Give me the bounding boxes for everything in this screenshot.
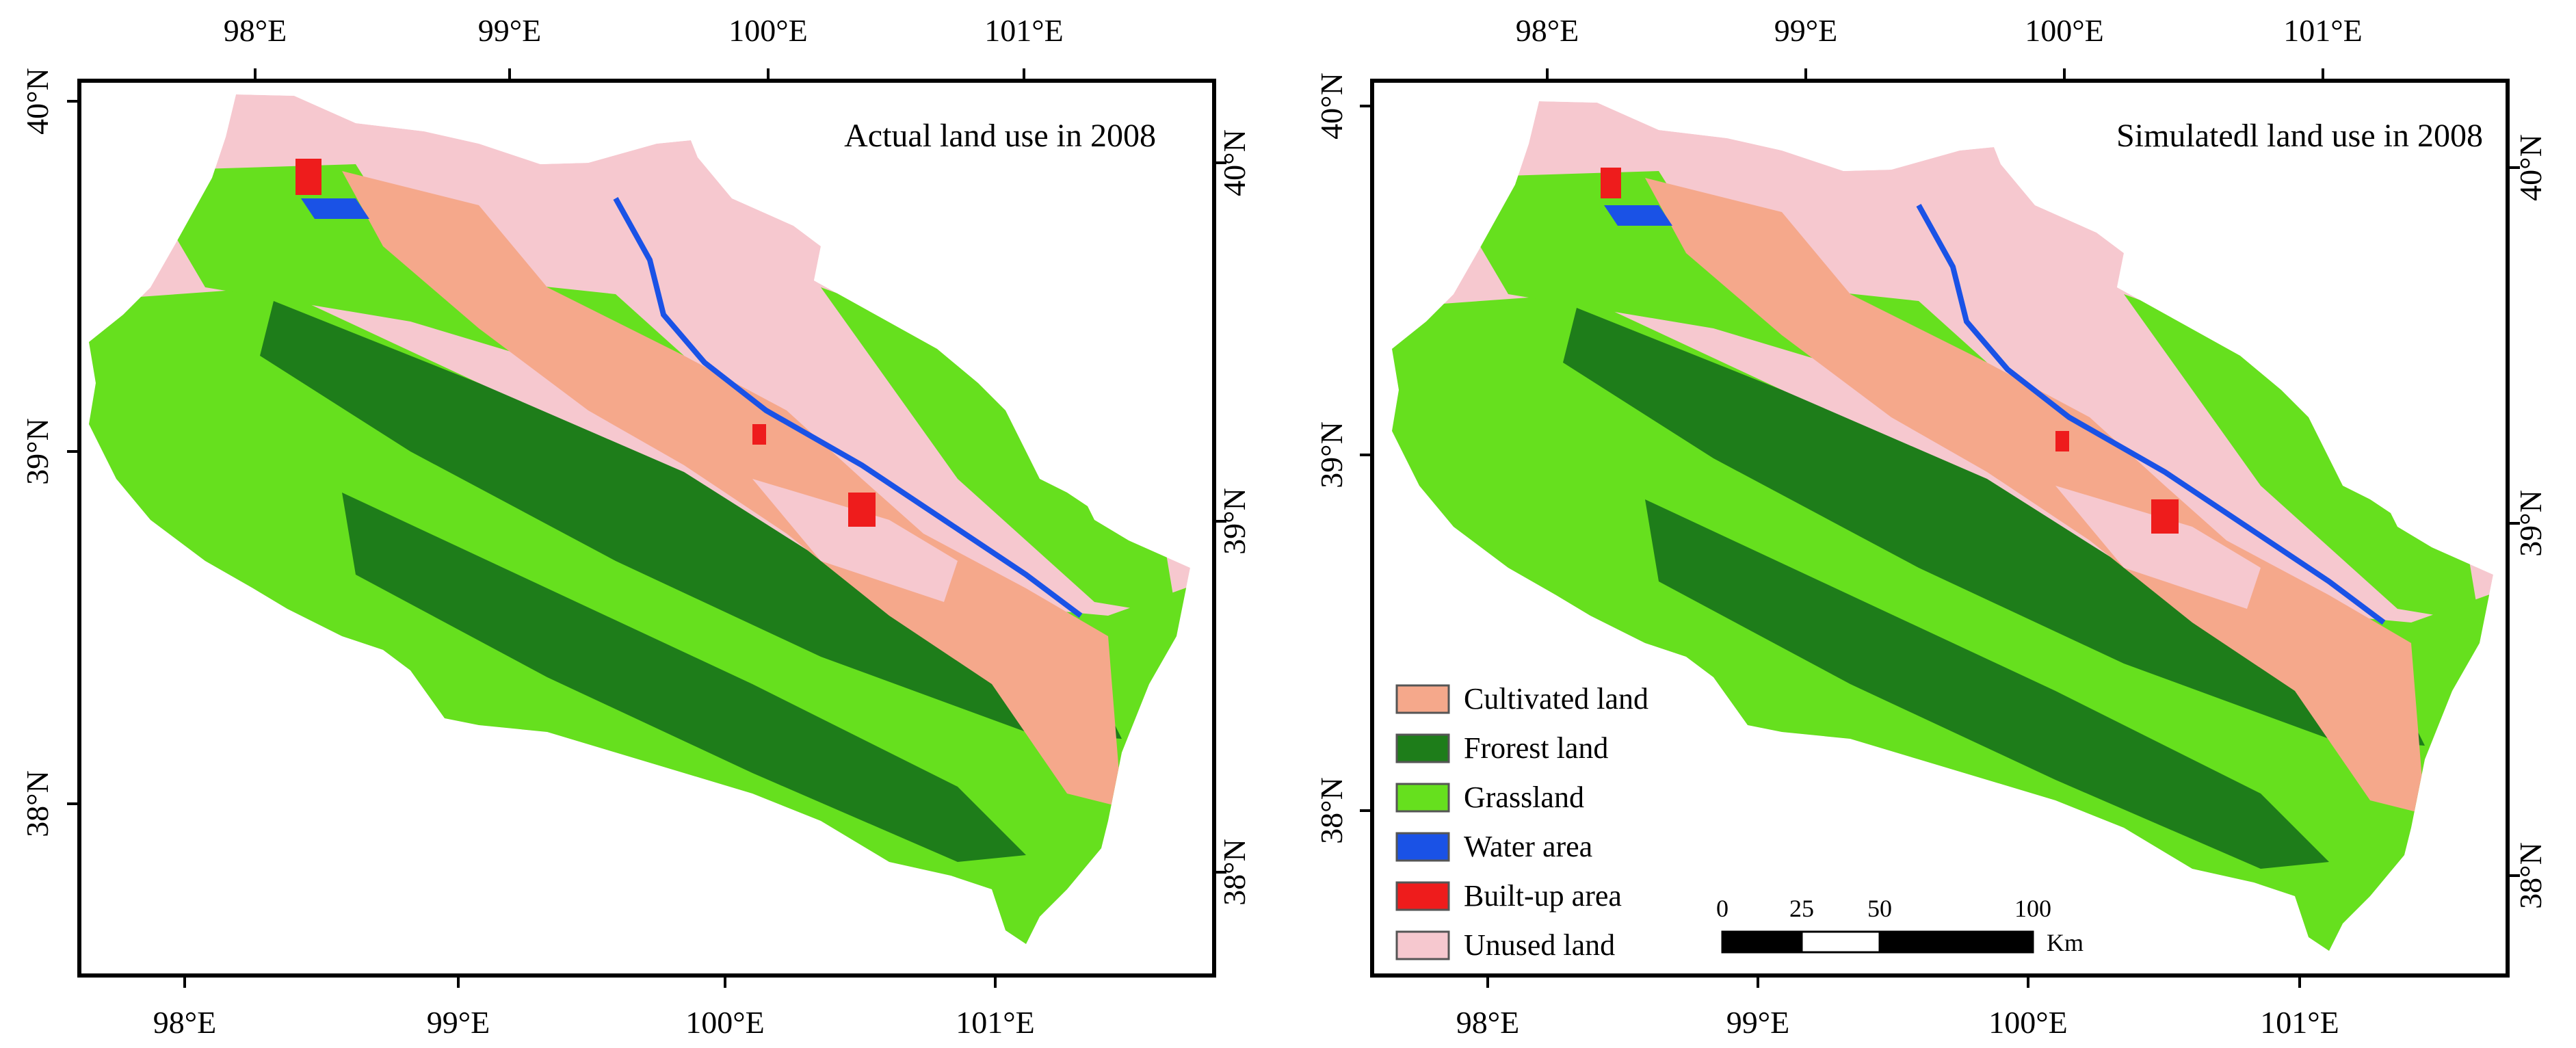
map-ticks — [1360, 68, 2520, 988]
legend-swatch-cultivated — [1395, 684, 1450, 714]
legend-swatch-builtup — [1395, 881, 1450, 911]
scale-tick-100: 100 — [2014, 895, 2051, 922]
lon-label-top-99: 99°E — [478, 13, 542, 48]
lon-label-top-101: 101°E — [2283, 13, 2363, 48]
legend-label-cultivated: Cultivated land — [1464, 682, 1648, 716]
map-panel-simulated: Simulatedl land use in 2008 98°E 99°E 10… — [1314, 13, 2548, 1040]
builtup-patch-3 — [2055, 431, 2069, 451]
scale-tick-50: 50 — [1867, 895, 1892, 922]
builtup-patch-1 — [1601, 168, 1621, 198]
lat-label-left-40: 40°N — [1314, 73, 1349, 140]
lat-label-left-40: 40°N — [20, 68, 55, 135]
cultivated-region — [1645, 178, 2425, 814]
lon-label-top-98: 98°E — [224, 13, 287, 48]
lon-label-bottom-101: 101°E — [956, 1005, 1035, 1040]
grassland-east — [821, 287, 1177, 616]
lon-label-top-100: 100°E — [728, 13, 808, 48]
lat-label-left-39: 39°N — [1314, 421, 1349, 488]
forest-belt-1 — [1563, 308, 2425, 746]
lat-label-left-38: 38°N — [20, 770, 55, 837]
lat-label-left-38: 38°N — [1314, 777, 1349, 844]
map-panel-actual: Actual land use in 2008 98°E 99°E 100°E … — [20, 13, 1252, 1040]
scale-segment-2 — [1800, 930, 1881, 954]
forest-belt-2 — [342, 493, 1026, 862]
map-title: Actual land use in 2008 — [844, 118, 1156, 154]
lon-label-bottom-101: 101°E — [2260, 1005, 2339, 1040]
map-ticks — [67, 68, 1226, 988]
lon-label-bottom-99: 99°E — [427, 1005, 490, 1040]
builtup-patch-3 — [752, 424, 766, 445]
lon-label-bottom-98: 98°E — [153, 1005, 217, 1040]
lat-label-left-39: 39°N — [20, 418, 55, 485]
lon-label-bottom-98: 98°E — [1456, 1005, 1520, 1040]
legend-swatch-unused — [1395, 930, 1450, 960]
water-lake — [301, 198, 369, 219]
lon-label-top-99: 99°E — [1774, 13, 1838, 48]
lat-label-right-40: 40°N — [1217, 129, 1252, 196]
lon-label-top-98: 98°E — [1516, 13, 1579, 48]
scale-bar: 0 25 50 100 Km — [1716, 895, 2084, 956]
legend-label-unused: Unused land — [1464, 928, 1615, 962]
legend-swatch-water — [1395, 832, 1450, 862]
water-river — [1916, 204, 2386, 625]
legend-label-grassland: Grassland — [1464, 781, 1584, 814]
lat-label-right-39: 39°N — [2513, 490, 2548, 557]
builtup-patch-1 — [295, 159, 321, 195]
unused-patch — [2055, 486, 2261, 609]
builtup-patch-2 — [848, 493, 876, 527]
legend-label-builtup: Built-up area — [1464, 879, 1622, 913]
unused-patch — [752, 479, 958, 602]
lon-label-top-101: 101°E — [984, 13, 1064, 48]
legend: Cultivated land Frorest land Grassland Wate… — [1395, 682, 1648, 962]
lat-label-right-40: 40°N — [2513, 134, 2548, 201]
lat-label-right-39: 39°N — [1217, 488, 1252, 555]
cultivated-region — [342, 171, 1122, 807]
scale-segment-1 — [1721, 930, 1803, 954]
water-river — [613, 197, 1083, 618]
scale-tick-0: 0 — [1716, 895, 1729, 922]
forest-belt-1 — [260, 301, 1122, 739]
legend-label-water: Water area — [1464, 830, 1592, 863]
grassland-east — [2124, 294, 2480, 623]
scale-tick-25: 25 — [1789, 895, 1814, 922]
lon-label-top-100: 100°E — [2025, 13, 2104, 48]
builtup-patch-2 — [2151, 499, 2179, 534]
lon-label-bottom-100: 100°E — [685, 1005, 765, 1040]
lon-label-bottom-100: 100°E — [1988, 1005, 2068, 1040]
scale-unit: Km — [2047, 929, 2084, 956]
lon-label-bottom-99: 99°E — [1726, 1005, 1790, 1040]
forest-belt-2 — [1645, 499, 2329, 869]
lat-label-right-38: 38°N — [1217, 839, 1252, 906]
legend-swatch-grassland — [1395, 783, 1450, 813]
scale-segment-3 — [1878, 930, 2034, 954]
legend-label-forest: Frorest land — [1464, 731, 1608, 765]
water-lake — [1604, 205, 1672, 226]
legend-swatch-forest — [1395, 733, 1450, 763]
map-title: Simulatedl land use in 2008 — [2116, 118, 2483, 154]
lat-label-right-38: 38°N — [2513, 842, 2548, 909]
